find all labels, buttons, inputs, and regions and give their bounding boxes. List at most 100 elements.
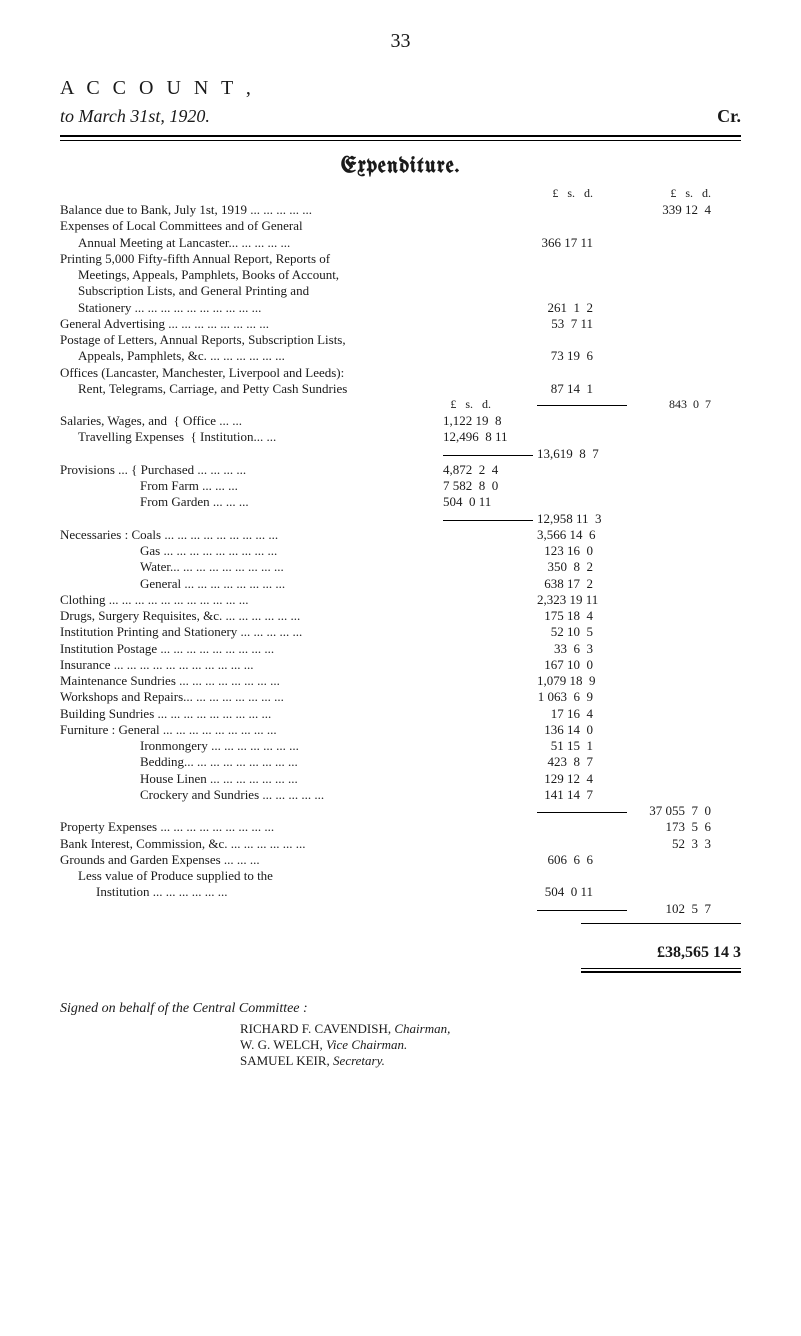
line-sal1b: Office ... ...: [183, 413, 242, 428]
line-insurance: Insurance ... ... ... ... ... ... ... ..…: [60, 657, 443, 673]
amt-141: 141 14 7: [537, 787, 593, 803]
amt-366: 366 17 11: [537, 235, 593, 251]
line-instprint: Institution Printing and Stationery ... …: [60, 624, 443, 640]
line-off2: Rent, Telegrams, Carriage, and Petty Cas…: [60, 381, 443, 397]
prov-purch: Purchased ... ... ... ...: [141, 462, 246, 477]
amt-136: 136 14 0: [537, 722, 593, 738]
amt-173: 173 5 6: [639, 819, 711, 835]
nec-coals: Coals ... ... ... ... ... ... ... ... ..…: [131, 527, 278, 542]
amt-638: 638 17 2: [537, 576, 593, 592]
line-buildsund: Building Sundries ... ... ... ... ... ..…: [60, 706, 443, 722]
date-line: to March 31st, 1920.: [60, 106, 210, 127]
furn-label: Furniture :: [60, 722, 115, 737]
role3: Secretary.: [333, 1053, 385, 1068]
furn-linen: House Linen ... ... ... ... ... ... ...: [60, 771, 443, 787]
amt-504: 504 0 11: [443, 494, 491, 510]
amt-73: 73 19 6: [537, 348, 593, 364]
col-header-mid: £ s. d.: [537, 186, 593, 201]
line-maint: Maintenance Sundries ... ... ... ... ...…: [60, 673, 443, 689]
line-less1: Less value of Produce supplied to the: [60, 868, 443, 884]
amt-12496: 12,496 8 11: [443, 429, 491, 445]
cr-mark: Cr.: [717, 106, 741, 127]
amt-129: 129 12 4: [537, 771, 593, 787]
line-print2: Meetings, Appeals, Pamphlets, Books of A…: [60, 267, 443, 283]
amt-17: 17 16 4: [537, 706, 593, 722]
amt-843: 843 0 7: [639, 397, 711, 412]
amt-1122: 1,122 19 8: [443, 413, 491, 429]
line-exp1: Expenses of Local Committees and of Gene…: [60, 218, 443, 234]
amt-87: 87 14 1: [537, 381, 593, 397]
amt-339: 339 12 4: [639, 202, 711, 218]
amt-350: 350 8 2: [537, 559, 593, 575]
nec-label: Necessaries :: [60, 527, 128, 542]
grand-total: £38,565 14 3: [60, 944, 741, 962]
amt-504b: 504 0 11: [537, 884, 593, 900]
amt-261: 261 1 2: [537, 300, 593, 316]
furn-gen: General ... ... ... ... ... ... ... ... …: [119, 722, 277, 737]
amt-53: 53 7 11: [537, 316, 593, 332]
total-upper-rule: [581, 923, 741, 924]
nec-water: Water... ... ... ... ... ... ... ... ...: [60, 559, 443, 575]
amt-33: 33 6 3: [537, 641, 593, 657]
double-rule: [60, 135, 741, 141]
role2: Vice Chairman.: [326, 1037, 407, 1052]
line-prop: Property Expenses ... ... ... ... ... ..…: [60, 819, 443, 835]
furn-iron: Ironmongery ... ... ... ... ... ... ...: [60, 738, 443, 754]
total-lower-rule1: [581, 968, 741, 969]
line-bankint: Bank Interest, Commission, &c. ... ... .…: [60, 836, 443, 852]
prov-farm: From Farm ... ... ...: [60, 478, 443, 494]
line-clothing: Clothing ... ... ... ... ... ... ... ...…: [60, 592, 443, 608]
line-less2: Institution ... ... ... ... ... ...: [60, 884, 443, 900]
amt-52: 52 10 5: [537, 624, 593, 640]
amt-37055: 37 055 7 0: [639, 803, 711, 819]
line-post1: Postage of Letters, Annual Reports, Subs…: [60, 332, 443, 348]
page-number: 33: [60, 30, 741, 53]
amt-606: 606 6 6: [537, 852, 593, 868]
line-print4: Stationery ... ... ... ... ... ... ... .…: [60, 300, 443, 316]
line-genadv: General Advertising ... ... ... ... ... …: [60, 316, 443, 332]
line-sal2b: Institution... ...: [200, 429, 276, 444]
amt-1063: 1 063 6 9: [537, 689, 593, 705]
amt-2323: 2,323 19 11: [537, 592, 593, 608]
col-header-inner: £ s. d.: [443, 397, 491, 412]
line-exp2: Annual Meeting at Lancaster... ... ... .…: [60, 235, 443, 251]
amt-102: 102 5 7: [639, 901, 711, 917]
amt-123: 123 16 0: [537, 543, 593, 559]
amt-423: 423 8 7: [537, 754, 593, 770]
name2: W. G. WELCH,: [240, 1037, 326, 1052]
ledger-body: £ s. d. £ s. d. Balance due to Bank, Jul…: [60, 186, 741, 917]
line-print3: Subscription Lists, and General Printing…: [60, 283, 443, 299]
account-header: A C C O U N T ,: [60, 77, 741, 100]
furn-crock: Crockery and Sundries ... ... ... ... ..…: [60, 787, 443, 803]
line-drugs: Drugs, Surgery Requisites, &c. ... ... .…: [60, 608, 443, 624]
total-lower-rule2: [581, 971, 741, 973]
name1: RICHARD F. CAVENDISH,: [240, 1021, 394, 1036]
signed-line: Signed on behalf of the Central Committe…: [60, 1001, 741, 1017]
amt-167: 167 10 0: [537, 657, 593, 673]
line-post2: Appeals, Pamphlets, &c. ... ... ... ... …: [60, 348, 443, 364]
signatory-names: RICHARD F. CAVENDISH, Chairman, W. G. WE…: [60, 1021, 741, 1069]
line-workshop: Workshops and Repairs... ... ... ... ...…: [60, 689, 443, 705]
furn-bed: Bedding... ... ... ... ... ... ... ... .…: [60, 754, 443, 770]
line-sal1: Salaries, Wages, and: [60, 413, 167, 428]
amt-175: 175 18 4: [537, 608, 593, 624]
amt-13619: 13,619 8 7: [537, 446, 593, 462]
line-off1: Offices (Lancaster, Manchester, Liverpoo…: [60, 365, 443, 381]
nec-general: General ... ... ... ... ... ... ... ...: [60, 576, 443, 592]
role1: Chairman,: [394, 1021, 450, 1036]
prov-label: Provisions ...: [60, 462, 128, 477]
col-header-right: £ s. d.: [639, 186, 711, 201]
amt-52r: 52 3 3: [639, 836, 711, 852]
amt-4872: 4,872 2 4: [443, 462, 491, 478]
amt-12958: 12,958 11 3: [537, 511, 593, 527]
amt-1079: 1,079 18 9: [537, 673, 593, 689]
prov-gard: From Garden ... ... ...: [60, 494, 443, 510]
line-grounds: Grounds and Garden Expenses ... ... ...: [60, 852, 443, 868]
amt-7582: 7 582 8 0: [443, 478, 491, 494]
line-balance: Balance due to Bank, July 1st, 1919 ... …: [60, 202, 443, 218]
line-instpost: Institution Postage ... ... ... ... ... …: [60, 641, 443, 657]
section-title: Expenditure.: [60, 155, 741, 178]
nec-gas: Gas ... ... ... ... ... ... ... ... ...: [60, 543, 443, 559]
line-sal2: Travelling Expenses: [78, 429, 184, 444]
name3: SAMUEL KEIR,: [240, 1053, 333, 1068]
